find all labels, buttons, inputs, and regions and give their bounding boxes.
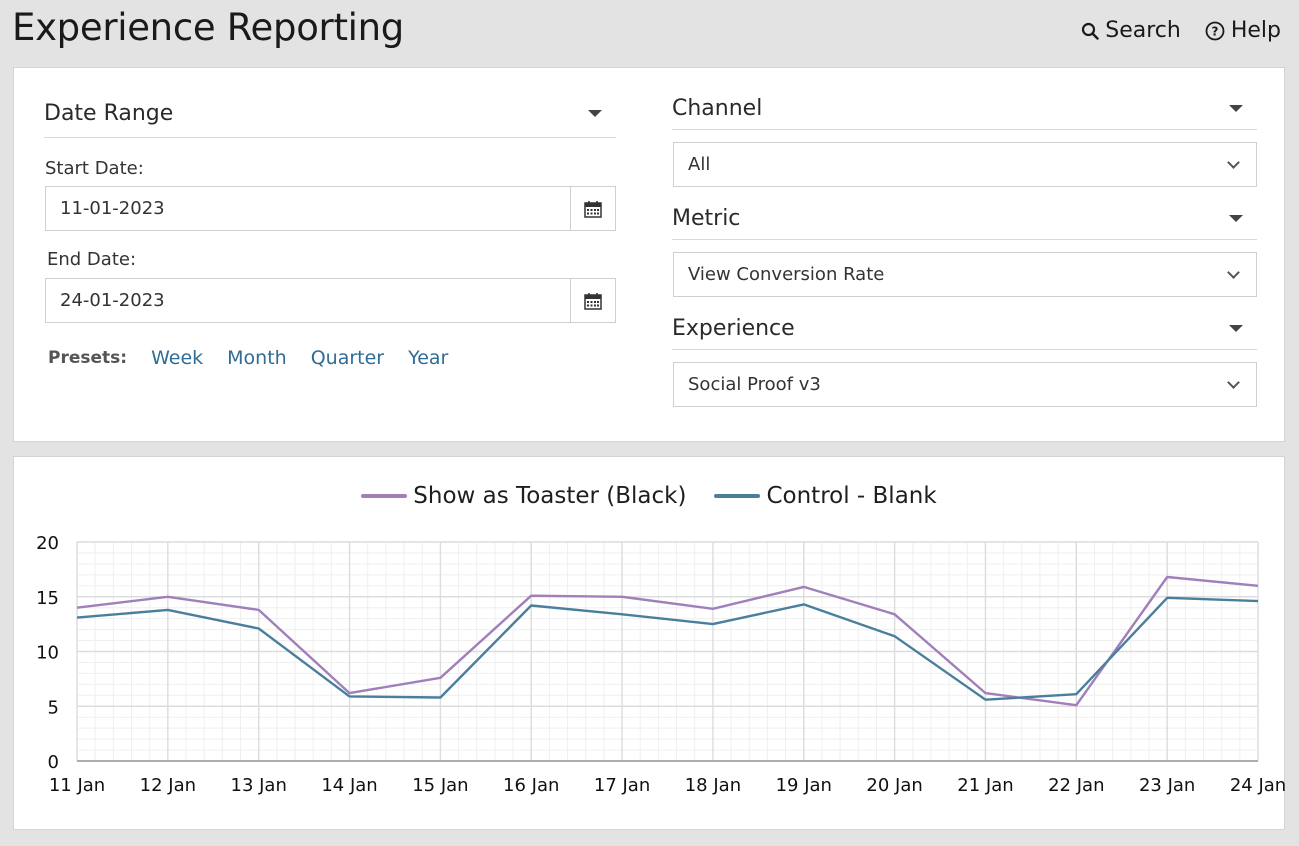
- x-tick-label: 17 Jan: [594, 775, 650, 796]
- calendar-icon[interactable]: [570, 187, 615, 230]
- y-tick-label: 5: [48, 697, 59, 718]
- start-date-value: 11-01-2023: [60, 198, 165, 219]
- caret-down-icon: [1229, 215, 1243, 222]
- filters-panel: Date Range Start Date: 11-01-2023 End Da…: [13, 67, 1285, 442]
- legend-item-control[interactable]: Control - Blank: [714, 483, 937, 509]
- y-tick-label: 0: [48, 752, 59, 773]
- y-tick-label: 20: [36, 533, 59, 554]
- metric-select[interactable]: View Conversion Rate: [673, 252, 1257, 297]
- legend-swatch-control: [714, 494, 761, 498]
- date-range-title: Date Range: [44, 101, 174, 126]
- chevron-down-icon: [1227, 375, 1240, 389]
- x-tick-label: 21 Jan: [957, 775, 1013, 796]
- legend-item-toaster[interactable]: Show as Toaster (Black): [361, 483, 686, 509]
- legend-swatch-toaster: [361, 494, 408, 498]
- preset-month-link[interactable]: Month: [227, 347, 287, 369]
- x-tick-label: 12 Jan: [140, 775, 196, 796]
- x-tick-label: 14 Jan: [321, 775, 377, 796]
- calendar-icon[interactable]: [570, 279, 615, 322]
- x-tick-label: 19 Jan: [776, 775, 832, 796]
- x-tick-label: 24 Jan: [1230, 775, 1286, 796]
- search-icon: [1081, 22, 1099, 40]
- date-range-header[interactable]: Date Range: [44, 90, 616, 138]
- y-tick-label: 15: [36, 588, 59, 609]
- x-tick-label: 16 Jan: [503, 775, 559, 796]
- experience-select[interactable]: Social Proof v3: [673, 362, 1257, 407]
- metric-value: View Conversion Rate: [688, 264, 885, 285]
- legend-label-control: Control - Blank: [766, 483, 937, 509]
- channel-title: Channel: [672, 96, 763, 121]
- end-date-label: End Date:: [47, 249, 137, 270]
- search-label: Search: [1105, 18, 1181, 43]
- metric-header[interactable]: Metric: [672, 198, 1257, 240]
- channel-value: All: [688, 154, 711, 175]
- chevron-down-icon: [1227, 155, 1240, 169]
- x-tick-label: 22 Jan: [1048, 775, 1104, 796]
- end-date-field[interactable]: 24-01-2023: [45, 278, 616, 323]
- help-link[interactable]: ? Help: [1205, 18, 1281, 43]
- start-date-label: Start Date:: [45, 158, 144, 179]
- experience-value: Social Proof v3: [688, 374, 821, 395]
- x-tick-label: 13 Jan: [231, 775, 287, 796]
- start-date-field[interactable]: 11-01-2023: [45, 186, 616, 231]
- x-tick-label: 23 Jan: [1139, 775, 1195, 796]
- search-link[interactable]: Search: [1081, 18, 1181, 43]
- experience-title: Experience: [672, 316, 795, 341]
- x-tick-label: 18 Jan: [685, 775, 741, 796]
- page-title: Experience Reporting: [12, 6, 404, 49]
- series-line-toaster: [76, 575, 1259, 707]
- channel-header[interactable]: Channel: [672, 88, 1257, 130]
- legend-label-toaster: Show as Toaster (Black): [413, 483, 687, 509]
- experience-header[interactable]: Experience: [672, 308, 1257, 350]
- preset-quarter-link[interactable]: Quarter: [310, 347, 385, 369]
- series-line-control: [76, 596, 1259, 701]
- channel-select[interactable]: All: [673, 142, 1257, 187]
- help-label: Help: [1230, 18, 1281, 43]
- y-tick-label: 10: [36, 643, 59, 664]
- x-tick-label: 11 Jan: [49, 775, 105, 796]
- caret-down-icon: [588, 110, 602, 117]
- top-nav: Search ? Help: [1081, 18, 1281, 43]
- metric-title: Metric: [672, 206, 741, 231]
- caret-down-icon: [1229, 105, 1243, 112]
- preset-week-link[interactable]: Week: [151, 347, 204, 369]
- line-chart: 0 5 10 15 20 11 Jan 12 Jan 13 Jan 14 Jan 15 Jan 16…: [36, 533, 1286, 796]
- end-date-value: 24-01-2023: [60, 290, 165, 311]
- help-icon: ?: [1205, 21, 1225, 41]
- caret-down-icon: [1229, 325, 1243, 332]
- x-tick-label: 15 Jan: [412, 775, 468, 796]
- svg-text:?: ?: [1211, 24, 1218, 38]
- x-tick-label: 20 Jan: [866, 775, 922, 796]
- chart-legend: Show as Toaster (Black) Control - Blank: [14, 483, 1284, 509]
- presets: Presets: Week Month Quarter Year: [48, 347, 448, 369]
- presets-label: Presets:: [48, 348, 128, 368]
- chevron-down-icon: [1227, 265, 1240, 279]
- chart-panel: Show as Toaster (Black) Control - Blank …: [13, 456, 1286, 830]
- preset-year-link[interactable]: Year: [408, 347, 449, 369]
